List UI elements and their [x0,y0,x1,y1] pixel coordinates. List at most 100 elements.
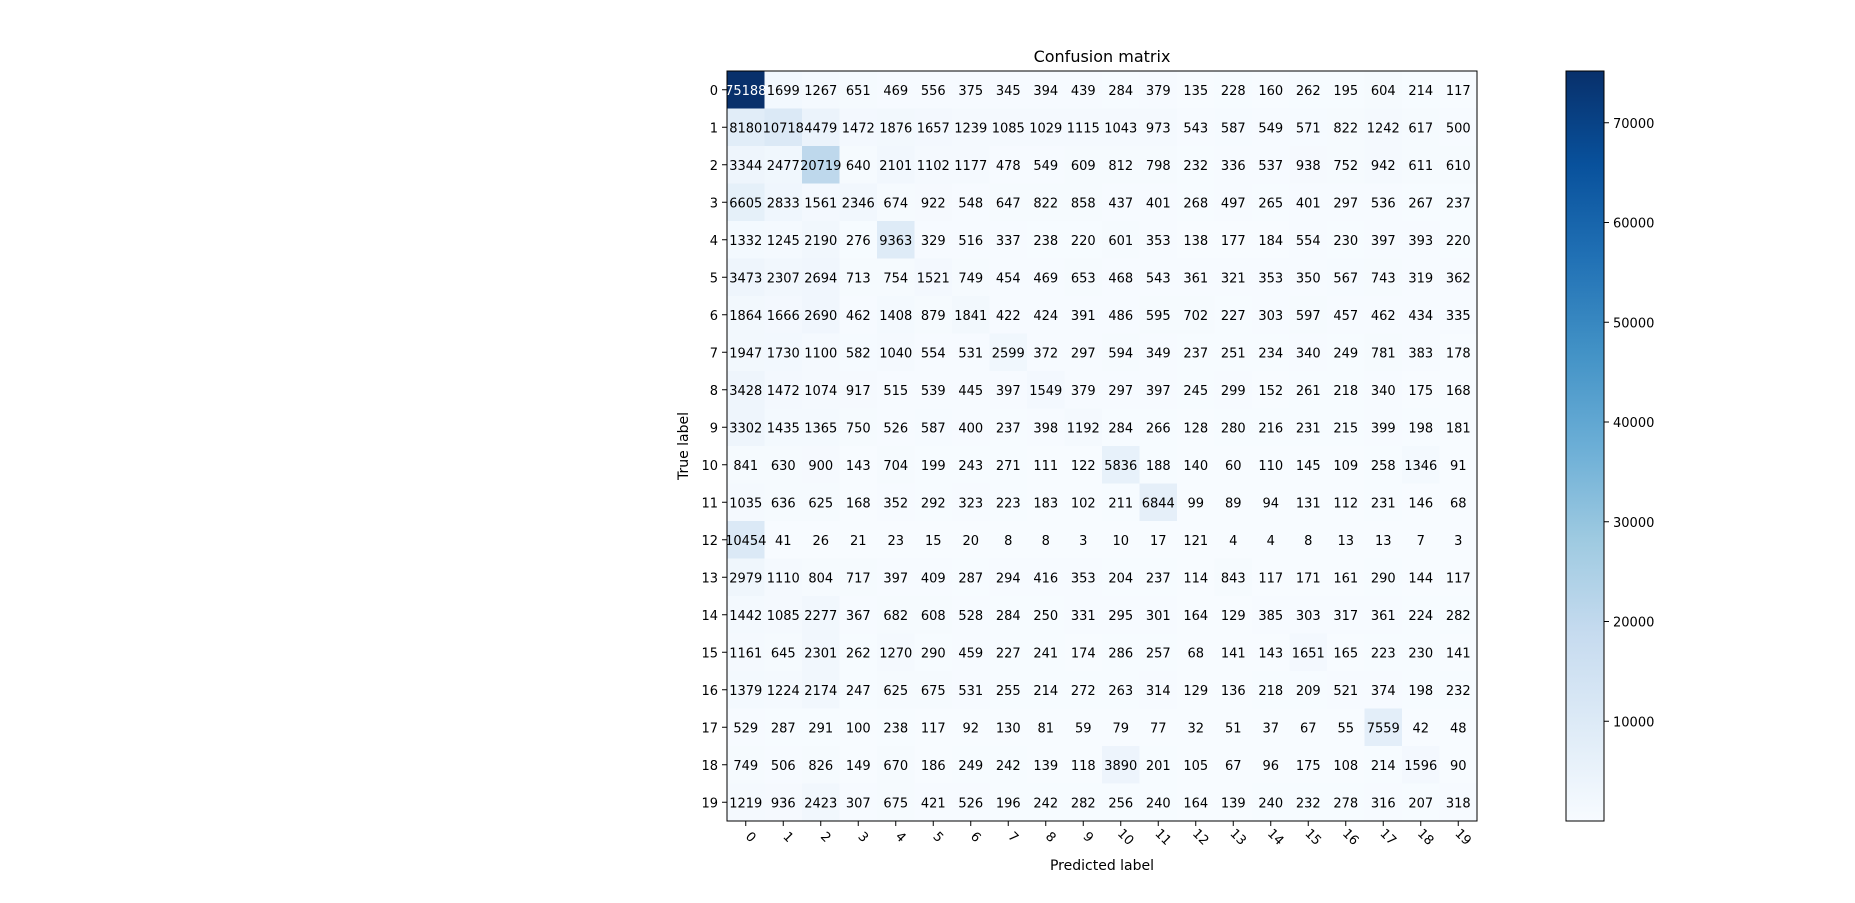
heatmap-cell-label: 314 [1146,684,1171,699]
heatmap-cell [1439,446,1478,484]
heatmap-cell [764,746,803,784]
heatmap-cell-label: 89 [1225,496,1242,511]
heatmap-cell-label: 278 [1333,796,1358,811]
heatmap-cell-label: 2277 [804,609,837,624]
heatmap-cell [877,483,915,522]
heatmap-cell-label: 640 [846,159,871,174]
heatmap-cell-label: 282 [1071,796,1096,811]
heatmap-cell [1139,221,1178,259]
heatmap-cell [1064,596,1103,634]
heatmap-cell [839,671,878,709]
heatmap-cell [914,258,953,297]
heatmap-cell [1177,521,1215,559]
heatmap-cell [914,108,953,147]
heatmap-cell-label: 798 [1146,159,1171,174]
heatmap-cell [1102,708,1140,747]
heatmap-cell [1139,446,1178,484]
heatmap-cell-label: 90 [1450,759,1467,774]
heatmap-cell-label: 139 [1221,796,1246,811]
heatmap-cell-label: 587 [1221,121,1246,136]
heatmap-cell [1289,596,1328,634]
heatmap-cell [1364,371,1403,409]
heatmap-cell [1102,183,1140,222]
heatmap-cell-label: 1332 [729,234,762,249]
heatmap-cell-label: 242 [996,759,1021,774]
heatmap-cell-label: 204 [1108,571,1133,586]
heatmap-cell-label: 2307 [767,271,800,286]
heatmap-cell-label: 375 [958,84,983,99]
heatmap-cell-label: 625 [883,684,908,699]
heatmap-cell-label: 469 [1033,271,1058,286]
heatmap-cell-label: 214 [1033,684,1058,699]
heatmap-cell-label: 297 [1108,384,1133,399]
heatmap-cell [1289,371,1328,409]
heatmap-cell-label: 2979 [729,571,762,586]
heatmap-cell-label: 2423 [804,796,837,811]
heatmap-cell [989,521,1028,559]
heatmap-cell [1289,333,1328,372]
heatmap-cell [952,671,990,709]
heatmap-cell-label: 207 [1408,796,1433,811]
heatmap-cell [952,596,990,634]
heatmap-cell [989,671,1028,709]
heatmap-cell-label: 445 [958,384,983,399]
heatmap-cell-label: 1379 [729,684,762,699]
heatmap-cell [839,746,878,784]
heatmap-cell-label: 554 [921,346,946,361]
heatmap-cells [727,71,1478,822]
heatmap-cell-label: 1115 [1067,121,1100,136]
heatmap-cell-label: 597 [1296,309,1321,324]
x-tick-label: 18 [1414,826,1436,848]
heatmap-cell-label: 211 [1108,496,1133,511]
heatmap-cell [1289,108,1328,147]
heatmap-cell-label: 242 [1033,796,1058,811]
heatmap-cell-label: 214 [1408,84,1433,99]
heatmap-cell [1027,633,1065,672]
heatmap-cell [1439,371,1478,409]
heatmap-cell [877,71,915,109]
heatmap-cell-label: 543 [1183,121,1208,136]
x-tick-label: 9 [1079,829,1095,845]
heatmap-cell [1139,633,1178,672]
heatmap-cell [1027,521,1065,559]
heatmap-cell-label: 936 [771,796,796,811]
heatmap-cell-label: 216 [1258,421,1283,436]
heatmap-cell-label: 1224 [767,684,800,699]
heatmap-cell-label: 713 [846,271,871,286]
heatmap-cell [1027,596,1065,634]
heatmap-cell-label: 41 [775,534,792,549]
heatmap-cell-label: 1177 [954,159,987,174]
heatmap-cell [727,596,765,634]
heatmap-cell [877,108,915,147]
heatmap-cell-label: 636 [771,496,796,511]
heatmap-cell [1327,708,1365,747]
heatmap-cell-label: 462 [1371,309,1396,324]
heatmap-cell [1402,521,1440,559]
y-tick-label: 1 [710,121,718,136]
heatmap-cell [989,408,1028,447]
heatmap-cell-label: 240 [1258,796,1283,811]
heatmap-cell-label: 2477 [767,159,800,174]
heatmap-cell [1402,596,1440,634]
heatmap-cell-label: 48 [1450,721,1467,736]
y-tick-label: 13 [701,571,718,586]
heatmap-cell [727,221,765,259]
heatmap-cell-label: 32 [1187,721,1204,736]
y-tick-label: 11 [701,496,718,511]
heatmap-cell-label: 531 [958,346,983,361]
heatmap-cell-label: 335 [1446,309,1471,324]
heatmap-cell [727,183,765,222]
heatmap-cell [1439,783,1478,822]
heatmap-cell-label: 571 [1296,121,1321,136]
heatmap-cell [764,671,803,709]
heatmap-cell-label: 168 [1446,384,1471,399]
heatmap-cell-label: 630 [771,459,796,474]
heatmap-cell-label: 611 [1408,159,1433,174]
heatmap-cell-label: 1365 [804,421,837,436]
heatmap-cell [1102,633,1140,672]
heatmap-cell-label: 102 [1071,496,1096,511]
heatmap-cell-label: 1947 [729,346,762,361]
heatmap-cell [1289,258,1328,297]
heatmap-cell-label: 1085 [992,121,1025,136]
heatmap-cell-label: 108 [1333,759,1358,774]
